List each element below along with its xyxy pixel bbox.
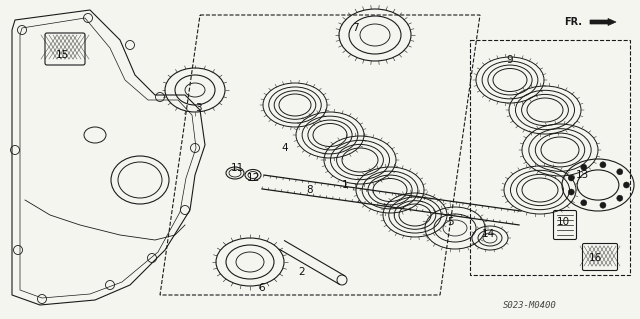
Circle shape (617, 169, 623, 175)
Circle shape (580, 200, 587, 206)
Circle shape (600, 162, 606, 168)
Text: 11: 11 (230, 163, 244, 173)
Circle shape (568, 175, 574, 181)
Text: 8: 8 (307, 185, 314, 195)
Circle shape (568, 189, 574, 195)
Text: 10: 10 (556, 217, 570, 227)
Circle shape (623, 182, 630, 188)
Text: 15: 15 (56, 50, 68, 60)
FancyArrow shape (590, 19, 616, 26)
Text: 12: 12 (246, 173, 260, 183)
Circle shape (580, 164, 587, 170)
Text: FR.: FR. (564, 17, 582, 27)
Text: 3: 3 (195, 103, 202, 113)
Text: 2: 2 (299, 267, 305, 277)
Text: 9: 9 (507, 55, 513, 65)
Text: 5: 5 (448, 217, 454, 227)
Text: 7: 7 (352, 23, 358, 33)
Text: 16: 16 (588, 253, 602, 263)
Text: 14: 14 (481, 229, 495, 239)
Text: 1: 1 (342, 180, 348, 190)
Circle shape (600, 202, 606, 208)
Text: S023-M0400: S023-M0400 (503, 300, 557, 309)
Text: 4: 4 (282, 143, 288, 153)
Text: 13: 13 (575, 170, 589, 180)
Circle shape (617, 195, 623, 201)
Text: 6: 6 (259, 283, 266, 293)
